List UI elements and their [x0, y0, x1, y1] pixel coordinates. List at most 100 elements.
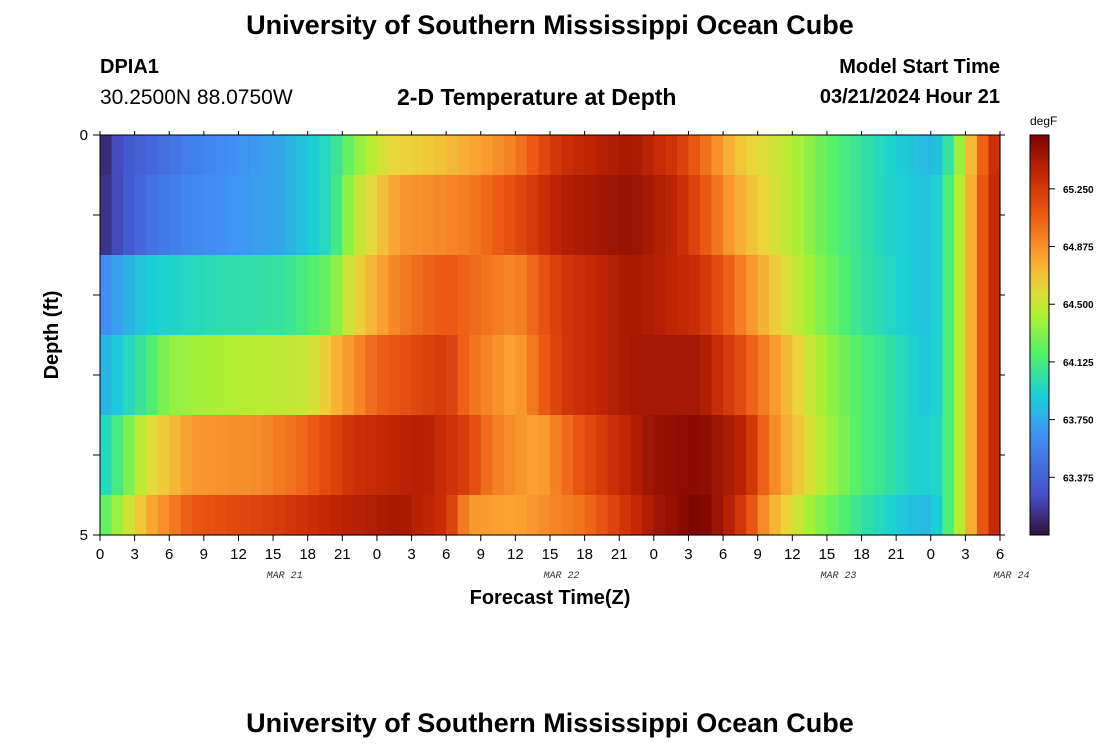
- heatmap-cell: [757, 415, 770, 496]
- heatmap-cell: [215, 495, 228, 536]
- heatmap-cell: [273, 255, 286, 336]
- heatmap-cell: [157, 495, 170, 536]
- heatmap-cell: [596, 135, 609, 176]
- heatmap-cell: [261, 255, 274, 336]
- heatmap-cell: [826, 255, 840, 336]
- heatmap-cell: [226, 495, 240, 536]
- heatmap-cell: [884, 415, 897, 496]
- heatmap-cell: [400, 415, 413, 496]
- heatmap-cell: [146, 175, 159, 256]
- heatmap-cell: [192, 255, 205, 336]
- heatmap-cell: [573, 415, 586, 496]
- heatmap-cell: [319, 175, 332, 256]
- heatmap-cell: [919, 335, 932, 416]
- heatmap-cell: [896, 175, 909, 256]
- heatmap-cell: [653, 255, 666, 336]
- heatmap-cell: [930, 335, 943, 416]
- heatmap-cell: [607, 495, 620, 536]
- heatmap-cell: [850, 175, 863, 256]
- heatmap-cell: [446, 415, 459, 496]
- heatmap-cell: [746, 335, 759, 416]
- x-tick-label: 15: [819, 546, 836, 563]
- heatmap-cell: [169, 135, 182, 176]
- heatmap-cell: [988, 135, 1001, 176]
- heatmap-cell: [157, 335, 170, 416]
- x-tick-label: 12: [507, 546, 524, 563]
- heatmap-cell: [953, 495, 966, 536]
- heatmap-cell: [884, 495, 897, 536]
- heatmap-cell: [619, 335, 632, 416]
- heatmap-cell: [584, 255, 597, 336]
- heatmap-cell: [238, 415, 251, 496]
- heatmap-cell: [630, 135, 643, 176]
- heatmap-cell: [792, 335, 805, 416]
- heatmap-cell: [561, 335, 574, 416]
- heatmap-cell: [423, 255, 436, 336]
- heatmap-cell: [376, 255, 390, 336]
- heatmap-cell: [734, 415, 747, 496]
- heatmap-cell: [123, 135, 136, 176]
- heatmap-cell: [423, 335, 436, 416]
- heatmap-cell: [515, 135, 528, 176]
- heatmap-cell: [838, 135, 851, 176]
- heatmap-cell: [815, 495, 828, 536]
- heatmap-cell: [250, 175, 263, 256]
- station-id: DPIA1: [100, 56, 159, 78]
- heatmap-cell: [734, 335, 747, 416]
- heatmap-cell: [838, 415, 851, 496]
- heatmap-cell: [780, 495, 793, 536]
- heatmap-cell: [734, 255, 747, 336]
- heatmap-cell: [676, 135, 690, 176]
- heatmap-cell: [988, 175, 1001, 256]
- heatmap-cell: [365, 255, 378, 336]
- heatmap-cell: [884, 135, 897, 176]
- heatmap-cell: [423, 415, 436, 496]
- heatmap-cell: [123, 175, 136, 256]
- heatmap-cell: [538, 335, 551, 416]
- heatmap-cell: [319, 495, 332, 536]
- heatmap-cell: [803, 255, 816, 336]
- heatmap-cell: [976, 335, 990, 416]
- heatmap-cell: [815, 255, 828, 336]
- heatmap-cell: [192, 495, 205, 536]
- heatmap-cell: [400, 255, 413, 336]
- x-tick-label: 9: [200, 546, 208, 563]
- heatmap-cell: [573, 175, 586, 256]
- heatmap-cell: [226, 415, 240, 496]
- x-tick-label: 9: [754, 546, 762, 563]
- heatmap-cell: [203, 255, 216, 336]
- heatmap-cell: [573, 135, 586, 176]
- heatmap-cell: [457, 255, 470, 336]
- heatmap-cell: [700, 415, 713, 496]
- heatmap-cell: [526, 335, 540, 416]
- heatmap-cell: [538, 495, 551, 536]
- heatmap-cell: [330, 335, 343, 416]
- heatmap-cell: [492, 175, 505, 256]
- y-axis-title: Depth (ft): [41, 291, 63, 380]
- heatmap-cell: [296, 335, 309, 416]
- colorbar-unit: degF: [1030, 114, 1057, 128]
- heatmap-cell: [134, 415, 147, 496]
- heatmap-cell: [723, 495, 736, 536]
- heatmap-cell: [503, 335, 516, 416]
- heatmap-cell: [296, 175, 309, 256]
- heatmap-cell: [169, 495, 182, 536]
- heatmap-cell: [284, 255, 297, 336]
- heatmap-cell: [653, 135, 666, 176]
- heatmap-cell: [203, 175, 216, 256]
- heatmap-cell: [261, 415, 274, 496]
- x-tick-label: 6: [442, 546, 450, 563]
- heatmap-cell: [757, 495, 770, 536]
- heatmap-cell: [238, 335, 251, 416]
- heatmap-cell: [215, 335, 228, 416]
- heatmap-cell: [861, 255, 874, 336]
- heatmap-cell: [123, 255, 136, 336]
- heatmap-cell: [561, 415, 574, 496]
- heatmap-cell: [988, 335, 1001, 416]
- heatmap-cell: [965, 495, 978, 536]
- heatmap-cell: [250, 135, 263, 176]
- heatmap-cell: [284, 135, 297, 176]
- heatmap-cell: [492, 415, 505, 496]
- heatmap-cell: [746, 255, 759, 336]
- heatmap-cell: [919, 255, 932, 336]
